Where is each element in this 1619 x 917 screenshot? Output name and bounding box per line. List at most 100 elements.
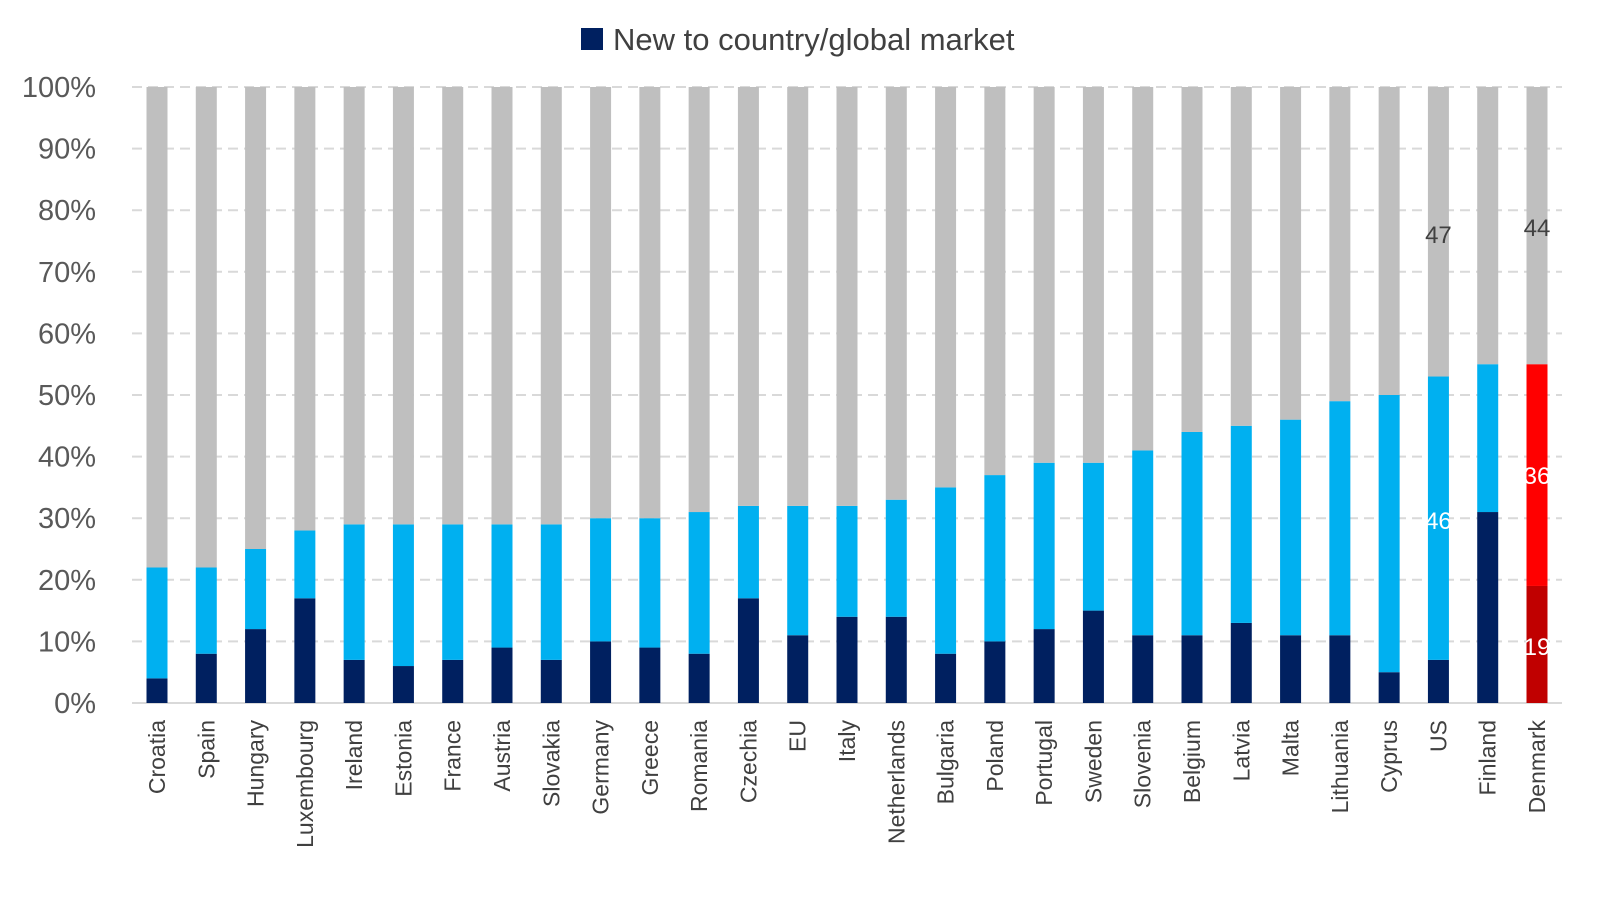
bar-segment-germany-1 — [590, 518, 612, 642]
y-tick-label: 10% — [38, 626, 96, 658]
bar-segment-finland-2 — [1477, 87, 1499, 365]
bar-segment-croatia-1 — [146, 567, 168, 679]
bar-segment-ireland-0 — [343, 659, 365, 703]
y-tick-label: 100% — [22, 72, 96, 104]
bar-segment-belgium-2 — [1181, 87, 1203, 432]
bar-segment-cyprus-2 — [1378, 87, 1400, 395]
bar-segment-italy-1 — [836, 505, 858, 617]
bar-segment-luxembourg-0 — [294, 598, 316, 703]
bar-segment-finland-0 — [1477, 512, 1499, 703]
legend: New to country/global market — [581, 22, 1015, 57]
bar-segment-portugal-2 — [1033, 87, 1055, 463]
x-tick-label: Lithuania — [1327, 720, 1353, 814]
bar-segment-eu-2 — [787, 87, 809, 506]
bar-segment-malta-1 — [1280, 419, 1302, 636]
bar-segment-poland-2 — [984, 87, 1006, 476]
bar-segment-croatia-0 — [146, 678, 168, 703]
bar-segment-denmark-0 — [1526, 585, 1548, 703]
bar-segment-italy-2 — [836, 87, 858, 506]
bar-segment-slovenia-1 — [1132, 450, 1154, 636]
bar-segment-ireland-2 — [343, 87, 365, 525]
y-tick-label: 40% — [38, 442, 96, 474]
legend-label: New to country/global market — [613, 22, 1015, 57]
bar-segment-luxembourg-2 — [294, 87, 316, 531]
bar-segment-slovakia-1 — [540, 524, 562, 660]
y-tick-label: 20% — [38, 565, 96, 597]
bar-segment-sweden-1 — [1082, 462, 1104, 611]
bar-segment-estonia-0 — [392, 666, 414, 703]
bar-segment-greece-2 — [639, 87, 661, 519]
bar-segment-france-2 — [442, 87, 464, 525]
x-tick-label: EU — [785, 720, 811, 752]
bar-segment-belgium-0 — [1181, 635, 1203, 703]
bar-segment-latvia-0 — [1230, 622, 1252, 703]
bar-segment-france-1 — [442, 524, 464, 660]
bar-segment-greece-0 — [639, 647, 661, 703]
bar-segment-netherlands-0 — [885, 616, 907, 703]
bar-segment-germany-2 — [590, 87, 612, 519]
bar-segment-germany-0 — [590, 641, 612, 703]
bar-segment-us-2 — [1427, 87, 1449, 377]
x-tick-label: Croatia — [144, 720, 170, 794]
bar-segment-cyprus-1 — [1378, 395, 1400, 673]
x-tick-label: Czechia — [735, 720, 761, 803]
bar-segment-croatia-2 — [146, 87, 168, 568]
bar-segment-spain-2 — [195, 87, 217, 568]
bar-segment-poland-0 — [984, 641, 1006, 703]
bar-segment-slovakia-2 — [540, 87, 562, 525]
bar-segment-sweden-0 — [1082, 610, 1104, 703]
data-label: 47 — [1425, 222, 1452, 249]
x-tick-label: Germany — [588, 720, 614, 815]
bar-segment-estonia-1 — [392, 524, 414, 667]
bar-segment-austria-0 — [491, 647, 513, 703]
bar-segment-malta-2 — [1280, 87, 1302, 420]
bar-segment-cyprus-0 — [1378, 672, 1400, 703]
x-tick-label: Malta — [1278, 720, 1304, 776]
bar-segment-netherlands-1 — [885, 499, 907, 617]
bar-segment-lithuania-0 — [1329, 635, 1351, 703]
bar-segment-italy-0 — [836, 616, 858, 703]
bar-segment-hungary-0 — [245, 629, 267, 703]
data-label: 46 — [1425, 508, 1452, 535]
bar-segment-latvia-1 — [1230, 425, 1252, 623]
bar-segment-bulgaria-0 — [935, 653, 957, 703]
x-tick-label: Luxembourg — [292, 720, 318, 848]
x-tick-label: Poland — [982, 720, 1008, 792]
bar-segment-latvia-2 — [1230, 87, 1252, 426]
x-tick-label: Netherlands — [883, 720, 909, 844]
data-label: 36 — [1524, 463, 1551, 490]
bar-segment-czechia-2 — [737, 87, 759, 506]
data-label: 44 — [1524, 215, 1551, 242]
x-tick-label: Slovenia — [1130, 720, 1156, 808]
bar-segment-hungary-2 — [245, 87, 267, 549]
bar-segment-sweden-2 — [1082, 87, 1104, 463]
bar-segment-austria-2 — [491, 87, 513, 525]
x-tick-label: Italy — [834, 720, 860, 763]
bar-segment-romania-2 — [688, 87, 710, 513]
x-tick-label: Denmark — [1524, 720, 1550, 814]
x-tick-label: US — [1425, 720, 1451, 752]
bar-segment-us-0 — [1427, 659, 1449, 703]
x-tick-label: Portugal — [1031, 720, 1057, 806]
x-tick-label: Latvia — [1228, 720, 1254, 782]
y-tick-label: 60% — [38, 318, 96, 350]
bar-segment-lithuania-1 — [1329, 401, 1351, 636]
bar-segment-lithuania-2 — [1329, 87, 1351, 402]
y-tick-label: 30% — [38, 503, 96, 535]
x-tick-label: Spain — [193, 720, 219, 779]
x-tick-label: Belgium — [1179, 720, 1205, 803]
bar-segment-bulgaria-1 — [935, 487, 957, 654]
bar-segment-eu-1 — [787, 505, 809, 636]
bar-segment-ireland-1 — [343, 524, 365, 660]
legend-swatch — [581, 28, 603, 50]
bar-segment-spain-0 — [195, 653, 217, 703]
bar-segment-poland-1 — [984, 475, 1006, 642]
x-tick-label: Bulgaria — [933, 720, 959, 805]
y-tick-label: 80% — [38, 195, 96, 227]
bar-segment-czechia-1 — [737, 505, 759, 599]
bar-segment-denmark-2 — [1526, 87, 1548, 365]
data-label: 19 — [1524, 634, 1551, 661]
x-tick-label: France — [440, 720, 466, 792]
bar-segment-greece-1 — [639, 518, 661, 648]
